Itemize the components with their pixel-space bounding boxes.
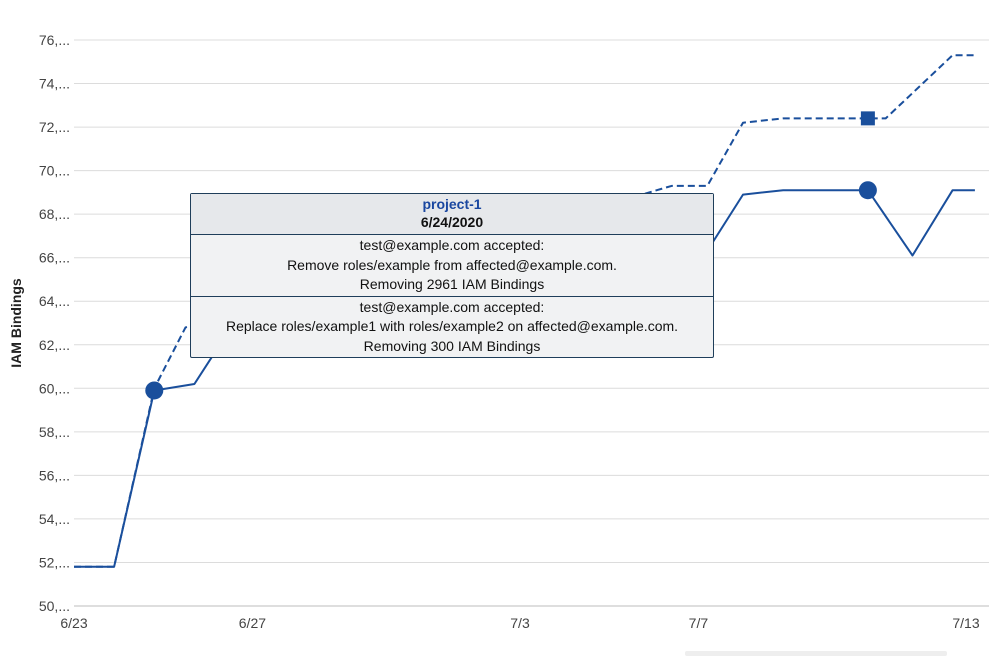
tooltip-event-impact: Removing 300 IAM Bindings xyxy=(363,337,541,354)
chart-series-layer xyxy=(74,54,975,568)
y-tick-label: 72,... xyxy=(39,119,70,135)
y-tick-label: 60,... xyxy=(39,380,70,396)
tooltip-event-action: Replace roles/example1 with roles/exampl… xyxy=(225,318,679,334)
y-tick-label: 68,... xyxy=(39,206,70,222)
chart-tooltip: project-1 6/24/2020 test@example.com acc… xyxy=(190,193,714,358)
horizontal-scrollbar[interactable] xyxy=(685,651,947,656)
tooltip-event-actor: test@example.com accepted: xyxy=(359,298,545,315)
x-tick-label: 6/27 xyxy=(239,615,266,631)
y-axis-ticks: 76,... 74,... 72,... 70,... 68,... 66,... 64,.… xyxy=(39,32,70,614)
y-tick-label: 74,... xyxy=(39,76,70,92)
tooltip-event: test@example.com accepted: Remove roles/… xyxy=(191,235,713,296)
tooltip-header: project-1 6/24/2020 xyxy=(191,194,713,235)
y-tick-label: 66,... xyxy=(39,250,70,266)
y-tick-label: 70,... xyxy=(39,163,70,179)
y-tick-label: 56,... xyxy=(39,467,70,483)
chart-marker-layer[interactable] xyxy=(145,111,877,400)
y-tick-label: 58,... xyxy=(39,424,70,440)
y-tick-label: 76,... xyxy=(39,32,70,48)
tooltip-project-name: project-1 xyxy=(422,196,482,212)
tooltip-event: test@example.com accepted: Replace roles… xyxy=(191,295,713,358)
tooltip-event-actor: test@example.com accepted: xyxy=(359,237,545,253)
tooltip-date: 6/24/2020 xyxy=(420,214,484,230)
y-axis-label: IAM Bindings xyxy=(8,278,24,368)
y-tick-label: 64,... xyxy=(39,293,70,309)
y-tick-label: 54,... xyxy=(39,511,70,527)
x-tick-label: 7/3 xyxy=(510,615,530,631)
y-tick-label: 50,... xyxy=(39,598,70,614)
x-tick-label: 7/13 xyxy=(952,615,979,631)
x-axis-ticks: 6/23 6/27 7/3 7/7 7/13 xyxy=(60,615,979,631)
data-point-marker[interactable] xyxy=(145,381,164,400)
x-tick-label: 6/23 xyxy=(60,615,87,631)
series-line-dashed xyxy=(74,54,975,568)
data-point-marker-square[interactable] xyxy=(860,111,875,126)
x-tick-label: 7/7 xyxy=(689,615,709,631)
tooltip-event-action: Remove roles/example from affected@examp… xyxy=(287,256,617,273)
tooltip-event-impact: Removing 2961 IAM Bindings xyxy=(359,276,545,292)
y-tick-label: 52,... xyxy=(39,554,70,570)
y-tick-label: 62,... xyxy=(39,337,70,353)
data-point-marker[interactable] xyxy=(858,181,877,200)
